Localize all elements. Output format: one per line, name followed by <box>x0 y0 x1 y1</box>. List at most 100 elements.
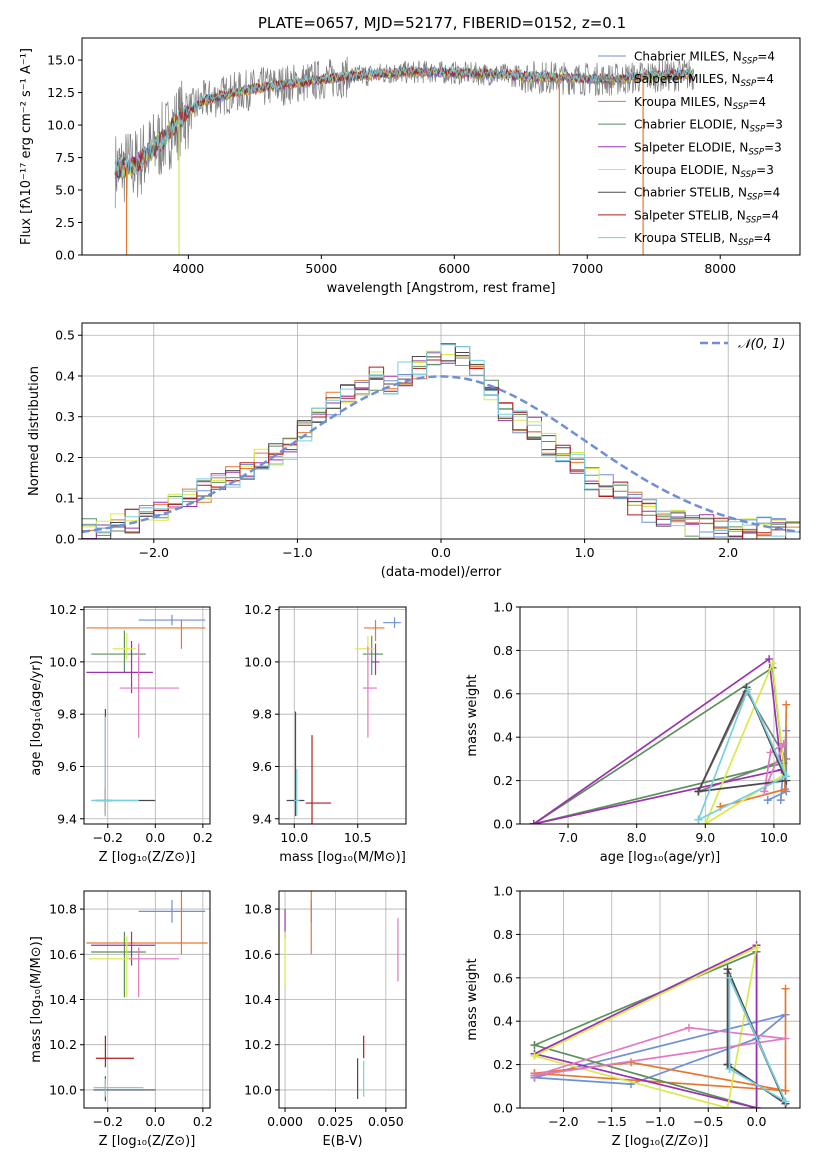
x-tick-label: 10.0 <box>760 830 788 845</box>
x-tick-label: 5000 <box>305 261 337 276</box>
legend-tail: =4 <box>756 72 774 86</box>
y-tick-label: 0.1 <box>55 491 75 506</box>
weight-series-line <box>697 689 788 793</box>
y-axis-label: Normed distribution <box>27 366 42 496</box>
x-tick-label: 0.050 <box>368 1114 404 1129</box>
weight-point-marker <box>723 1104 732 1108</box>
y-tick-label: 0.2 <box>493 773 513 788</box>
weight-point-marker <box>782 772 791 781</box>
legend-entry: Kroupa MILES, NSSP=4 <box>634 95 766 112</box>
y-tick-label: 0.8 <box>493 927 513 942</box>
weight-point-marker <box>701 820 710 824</box>
weight-point-marker <box>776 796 785 805</box>
weight-point-marker <box>765 655 774 664</box>
hist-legend: 𝒩(0, 1) <box>700 337 785 352</box>
weight-point-marker <box>781 984 790 993</box>
x-tick-label: 0.0 <box>145 830 165 845</box>
chart-age_vs_Z: −0.2 0.0 0.2 9.4 9.6 9.8 10.0 10.2 Z [log₁₀(Z/Z⊙… <box>29 602 213 865</box>
y-tick-label: 0.3 <box>55 409 75 424</box>
chart-spectrum: Chabrier MILES, NSSP=4 Salpeter MILES, NS… <box>19 37 801 296</box>
legend-entry: Kroupa ELODIE, NSSP=3 <box>634 163 774 180</box>
x-tick-label: 7000 <box>571 261 603 276</box>
plot-area <box>286 617 401 824</box>
legend-subscript: SSP <box>748 147 764 157</box>
legend-subscript: SSP <box>733 102 749 112</box>
y-tick-label: 5.0 <box>55 183 75 198</box>
weight-series-line <box>704 660 786 824</box>
x-tick-label: 10.0 <box>280 830 308 845</box>
y-tick-label: 10.0 <box>47 118 75 133</box>
figure-title: PLATE=0657, MJD=52177, FIBERID=0152, z=0… <box>258 14 626 32</box>
y-tick-label: 1.0 <box>493 600 513 615</box>
y-tick-label: 0.5 <box>55 328 75 343</box>
y-axis-label: mass weight <box>465 674 480 756</box>
y-tick-label: 10.6 <box>49 947 77 962</box>
weight-point-marker <box>529 820 538 824</box>
chart-panels: Chabrier MILES, NSSP=4 Salpeter MILES, NS… <box>19 37 801 1149</box>
legend-tail: =4 <box>754 231 772 245</box>
weight-point-marker <box>781 1097 790 1106</box>
legend-entry: Kroupa STELIB, NSSP=4 <box>634 231 771 248</box>
legend-subscript: SSP <box>741 170 757 180</box>
legend-tail: =4 <box>761 208 779 222</box>
chart-age_vs_mass: 10.0 10.5 9.4 9.6 9.8 10.0 10.2 mass [log₁₀(M/M… <box>244 602 407 865</box>
x-tick-label: 0.0 <box>747 1114 767 1129</box>
y-tick-label: 0.2 <box>493 1057 513 1072</box>
plot-area <box>82 343 800 539</box>
y-tick-label: 15.0 <box>47 53 75 68</box>
x-tick-label: 0.0 <box>145 1114 165 1129</box>
x-tick-label: 0.0 <box>431 545 451 560</box>
y-tick-label: 10.2 <box>244 602 272 617</box>
weight-series-line <box>534 945 758 1108</box>
weight-point-marker <box>752 1104 761 1108</box>
weight-point-marker <box>725 973 734 982</box>
weight-series-line <box>534 943 758 1108</box>
weight-series-line <box>534 1026 786 1077</box>
legend-subscript: SSP <box>741 79 757 89</box>
chart-mass_vs_Z: −0.2 0.0 0.2 10.0 10.2 10.4 10.6 10.8 Z [log₁₀(Z… <box>29 890 213 1149</box>
weight-point-marker <box>782 700 791 709</box>
x-axis-label: Z [log₁₀(Z/Z⊙)] <box>99 1134 196 1149</box>
y-tick-label: 7.5 <box>55 150 75 165</box>
x-tick-label: −0.5 <box>693 1114 723 1129</box>
x-tick-label: 0.2 <box>193 830 213 845</box>
legend-entry: 𝒩(0, 1) <box>738 337 785 352</box>
x-tick-label: −1.5 <box>597 1114 627 1129</box>
x-tick-label: −1.0 <box>282 545 312 560</box>
x-tick-label: 7.0 <box>558 830 578 845</box>
y-tick-label: 10.2 <box>49 1037 77 1052</box>
y-tick-label: 0.2 <box>55 450 75 465</box>
legend-subscript: SSP <box>750 125 766 135</box>
y-axis-label: mass weight <box>465 958 480 1040</box>
x-axis-label: (data-model)/error <box>381 565 502 580</box>
y-tick-label: 9.8 <box>252 707 272 722</box>
x-tick-label: −0.2 <box>93 830 123 845</box>
weight-series-line <box>533 657 783 824</box>
legend-subscript: SSP <box>747 193 763 203</box>
y-tick-label: 10.8 <box>244 902 272 917</box>
legend-tail: =3 <box>765 118 783 132</box>
y-tick-label: 1.0 <box>493 884 513 899</box>
y-tick-label: 0.6 <box>493 970 513 985</box>
spectrum-data-line <box>114 56 694 209</box>
spectrum-model-line <box>114 65 695 177</box>
legend-entry: Chabrier ELODIE, NSSP=3 <box>634 118 783 135</box>
y-tick-label: 10.0 <box>244 654 272 669</box>
y-tick-label: 0.4 <box>55 368 75 383</box>
weight-series-line <box>728 977 788 1104</box>
x-tick-label: −1.0 <box>645 1114 675 1129</box>
weight-point-marker <box>530 1071 539 1080</box>
y-tick-label: 9.6 <box>252 759 272 774</box>
weight-series-line <box>763 741 786 792</box>
legend-subscript: SSP <box>746 215 762 225</box>
legend-subscript: SSP <box>738 238 754 248</box>
plot-area <box>529 655 791 824</box>
legend-tail: =4 <box>748 95 766 109</box>
y-tick-label: 9.4 <box>57 811 77 826</box>
weight-point-marker <box>766 748 775 757</box>
y-axis-label: Flux [fλ10⁻¹⁷ erg cm⁻² s⁻¹ A⁻¹] <box>19 48 34 245</box>
weight-point-marker <box>694 815 703 824</box>
legend-entry: Chabrier MILES, NSSP=4 <box>634 50 775 67</box>
x-tick-label: 9.0 <box>695 830 715 845</box>
